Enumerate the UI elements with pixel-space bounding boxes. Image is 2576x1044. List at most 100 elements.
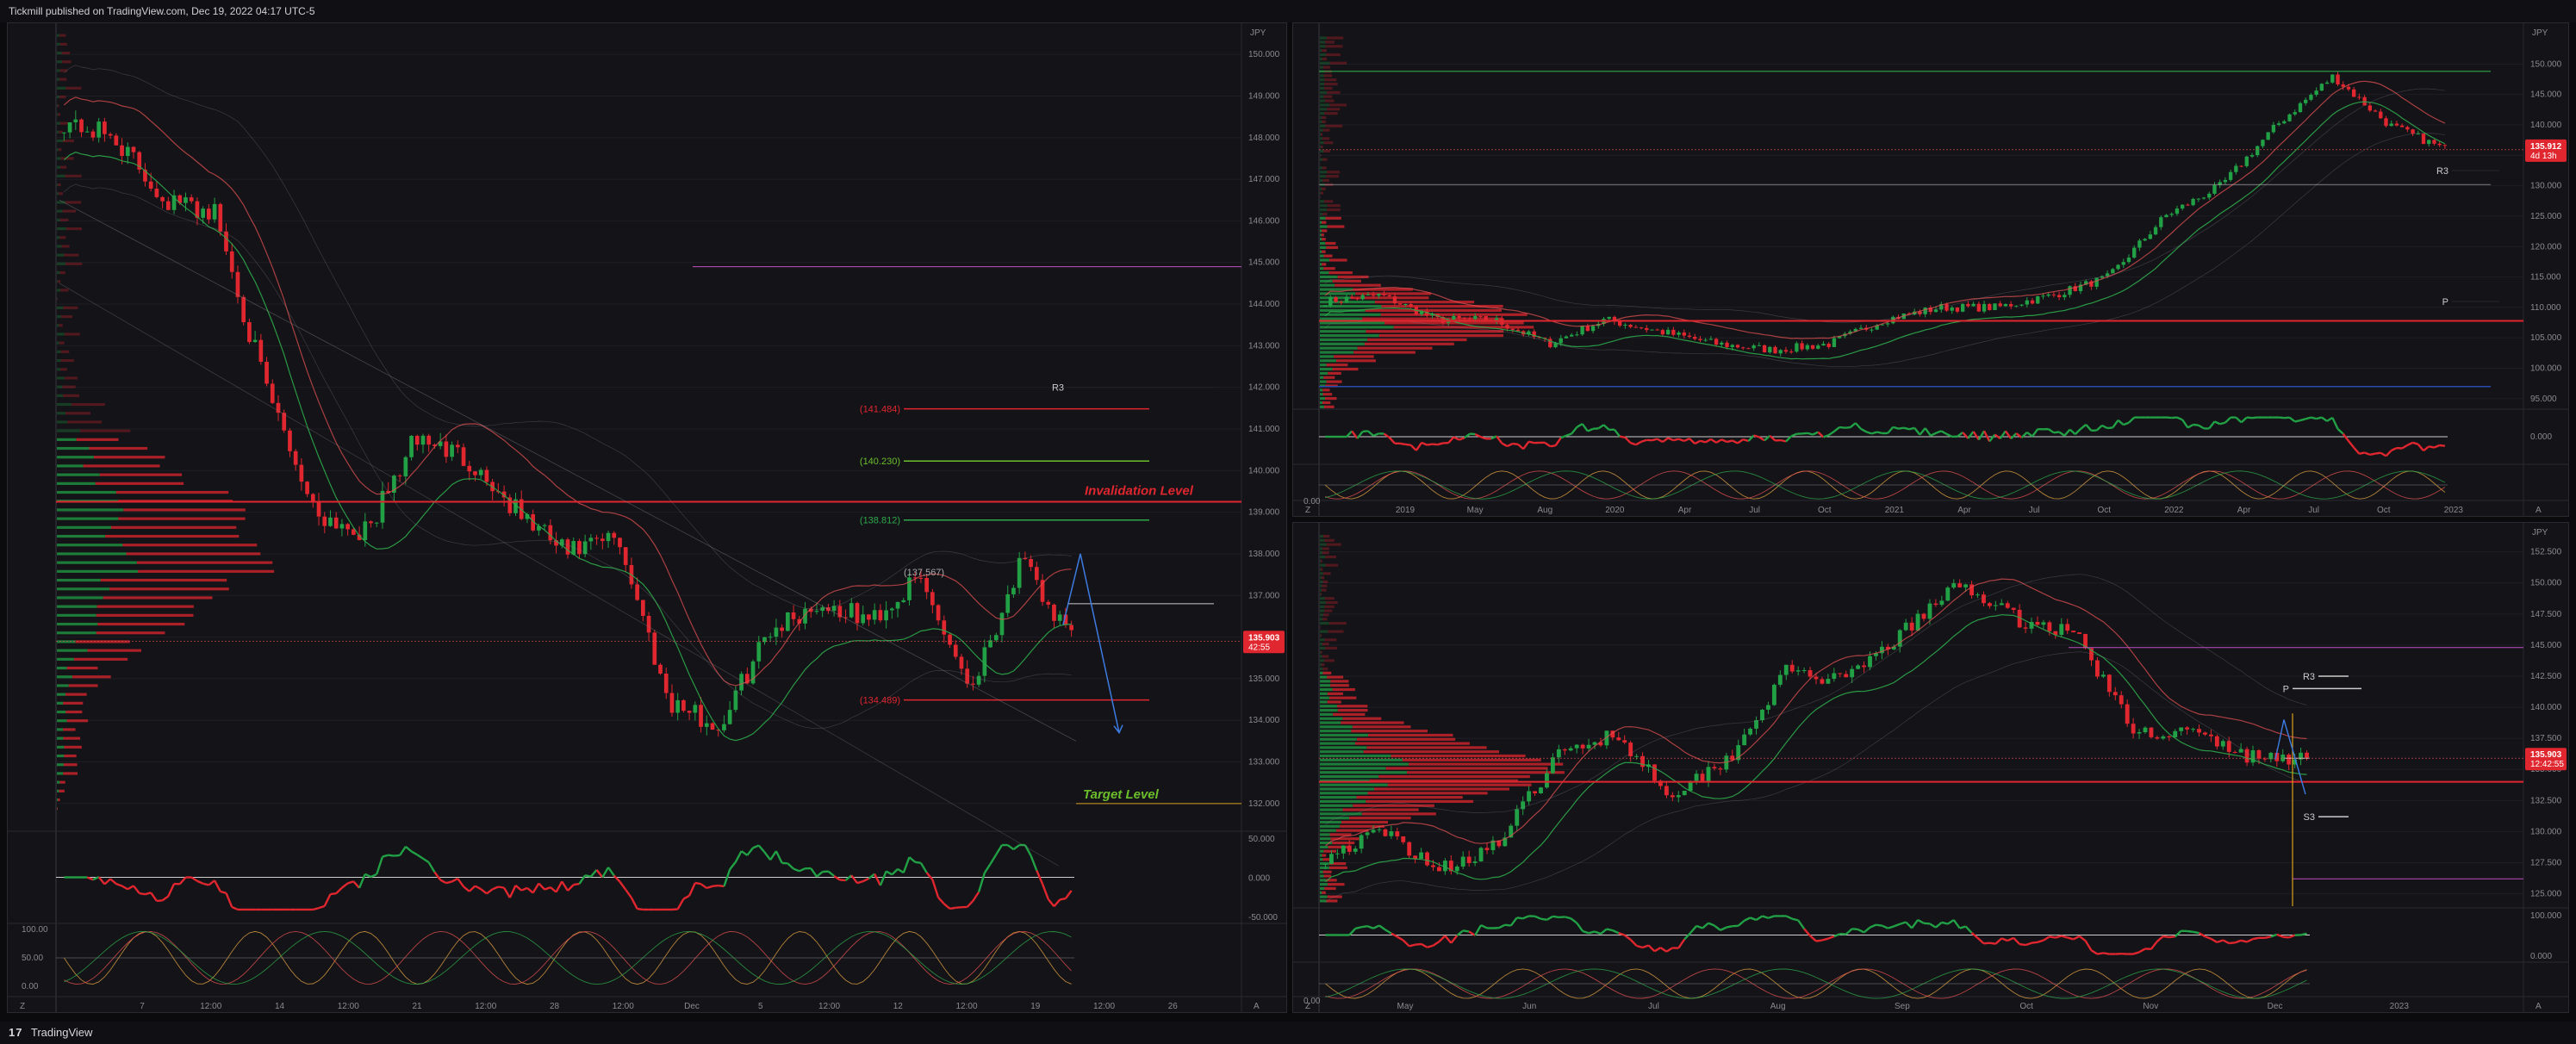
volume-profile-down xyxy=(1340,824,1385,828)
candle-body xyxy=(525,513,530,519)
candle-body xyxy=(73,119,78,123)
candle-body xyxy=(322,516,327,526)
target-level-label: Target Level xyxy=(1083,787,1160,802)
osc1-segment xyxy=(1823,433,1830,438)
candle-body xyxy=(814,611,819,612)
x-tick-label: Aug xyxy=(1537,506,1552,515)
candle-body xyxy=(2191,198,2195,206)
volume-profile-up xyxy=(1320,891,1322,894)
osc1-segment xyxy=(1635,440,1642,446)
volume-profile-down xyxy=(1322,137,1330,140)
chart-panel-bottom-right[interactable]: JPY 152.500 150.000 147.500 145.000 142.500 14… xyxy=(1292,522,2569,1013)
volume-profile-down xyxy=(58,148,62,152)
volume-profile-up xyxy=(1320,750,1364,754)
candle-body xyxy=(1604,730,1609,746)
osc1-segment xyxy=(1665,947,1673,953)
candle-body xyxy=(2212,184,2217,194)
chart-bottom-right[interactable]: JPY152.500150.000147.500145.000142.50014… xyxy=(1293,523,2569,1013)
volume-profile-up xyxy=(57,640,76,643)
osc1-segment xyxy=(1720,438,1728,444)
candle-body xyxy=(1676,795,1681,798)
volume-profile-down xyxy=(59,341,65,345)
osc1-segment xyxy=(1597,424,1605,430)
osc1-segment xyxy=(1881,924,1888,929)
chart-panel-left[interactable]: JPY 150.000 149.000 148.000 147.000 146.000 14… xyxy=(7,22,1287,1013)
osc1-segment xyxy=(787,862,794,870)
candle-body xyxy=(1783,350,1789,352)
x-tick-label: 12:00 xyxy=(818,1002,840,1011)
trend-line-red xyxy=(1324,80,2446,339)
candle-body xyxy=(1933,603,1938,606)
volume-profile-down xyxy=(1335,359,1376,363)
volume-profile-down xyxy=(67,420,103,424)
osc1-segment xyxy=(2061,935,2069,939)
osc1-segment xyxy=(1397,935,1404,941)
x-tick-label: Dec xyxy=(2268,1002,2283,1011)
candle-body xyxy=(542,525,547,526)
osc1-segment xyxy=(1919,427,1926,436)
candle-body xyxy=(2368,105,2373,111)
osc1-segment xyxy=(589,869,598,878)
osc1-segment xyxy=(1453,436,1460,441)
volume-profile-down xyxy=(1362,317,1502,320)
candle-body xyxy=(2394,123,2399,126)
volume-profile-up xyxy=(57,438,77,441)
candle-body xyxy=(1838,673,1843,674)
osc1-segment xyxy=(1726,925,1733,929)
footer-bar: 17 TradingView xyxy=(0,1022,2576,1044)
candle-body xyxy=(1754,720,1758,729)
osc1-segment xyxy=(1785,915,1793,920)
candle-body xyxy=(2023,627,2028,629)
volume-profile-up xyxy=(1320,779,1370,782)
chart-panel-top-right[interactable]: JPY150.000145.000140.000135.000130.00012… xyxy=(1292,22,2569,517)
osc2-tick: 0.00 xyxy=(1304,997,1321,1006)
candle-body xyxy=(1533,791,1537,793)
osc1-segment xyxy=(949,906,956,910)
osc1-segment xyxy=(833,874,841,881)
chart-top-right[interactable]: JPY150.000145.000140.000135.000130.00012… xyxy=(1293,23,2569,517)
osc1-segment xyxy=(955,905,962,909)
candle-body xyxy=(1496,840,1502,847)
candle-body xyxy=(1858,327,1864,329)
volume-profile-up xyxy=(1320,53,1327,57)
volume-profile-down xyxy=(1329,258,1347,262)
volume-profile-down xyxy=(1357,737,1456,741)
volume-profile-up xyxy=(1320,229,1322,233)
osc1-segment xyxy=(1534,915,1541,920)
y-tick-label: 130.000 xyxy=(2530,827,2562,836)
volume-profile-down xyxy=(59,789,65,792)
volume-profile-down xyxy=(64,754,77,758)
osc1-segment xyxy=(2049,935,2056,939)
candle-body xyxy=(1633,326,1638,328)
osc1-segment xyxy=(330,892,337,896)
trend-line-green xyxy=(1325,614,2307,883)
y-tick-label: 142.500 xyxy=(2530,672,2562,681)
candle-body xyxy=(2116,264,2120,270)
candle-body xyxy=(1395,831,1400,836)
osc1-segment xyxy=(1678,438,1685,443)
osc1-segment xyxy=(1913,427,1921,436)
x-tick-label: Dec xyxy=(684,1002,700,1011)
x-tick-label: 12:00 xyxy=(1093,1002,1115,1011)
volume-profile-up xyxy=(1320,245,1327,249)
candle-body xyxy=(565,539,570,555)
volume-profile-down xyxy=(1330,837,1360,841)
volume-profile-up xyxy=(1320,308,1366,312)
footer-brand[interactable]: TradingView xyxy=(30,1026,93,1039)
chart-left[interactable]: JPY150.000149.000148.000147.000146.00014… xyxy=(8,23,1287,1013)
candle-body xyxy=(1698,339,1702,340)
candle-body xyxy=(2421,134,2426,145)
volume-profile-down xyxy=(1322,388,1330,392)
osc1-segment xyxy=(1459,437,1465,441)
volume-profile-up xyxy=(1320,191,1321,195)
volume-profile-down xyxy=(1374,787,1510,791)
candle-body xyxy=(2305,752,2309,758)
band-lower xyxy=(1324,133,2445,368)
candle-body xyxy=(1885,323,1890,325)
osc1-segment xyxy=(584,874,592,878)
volume-profile-up xyxy=(1320,659,1325,662)
candle-body xyxy=(224,231,228,252)
volume-profile-down xyxy=(1322,891,1326,894)
candle-body xyxy=(177,195,183,203)
y-tick-label: 130.000 xyxy=(2530,182,2562,191)
